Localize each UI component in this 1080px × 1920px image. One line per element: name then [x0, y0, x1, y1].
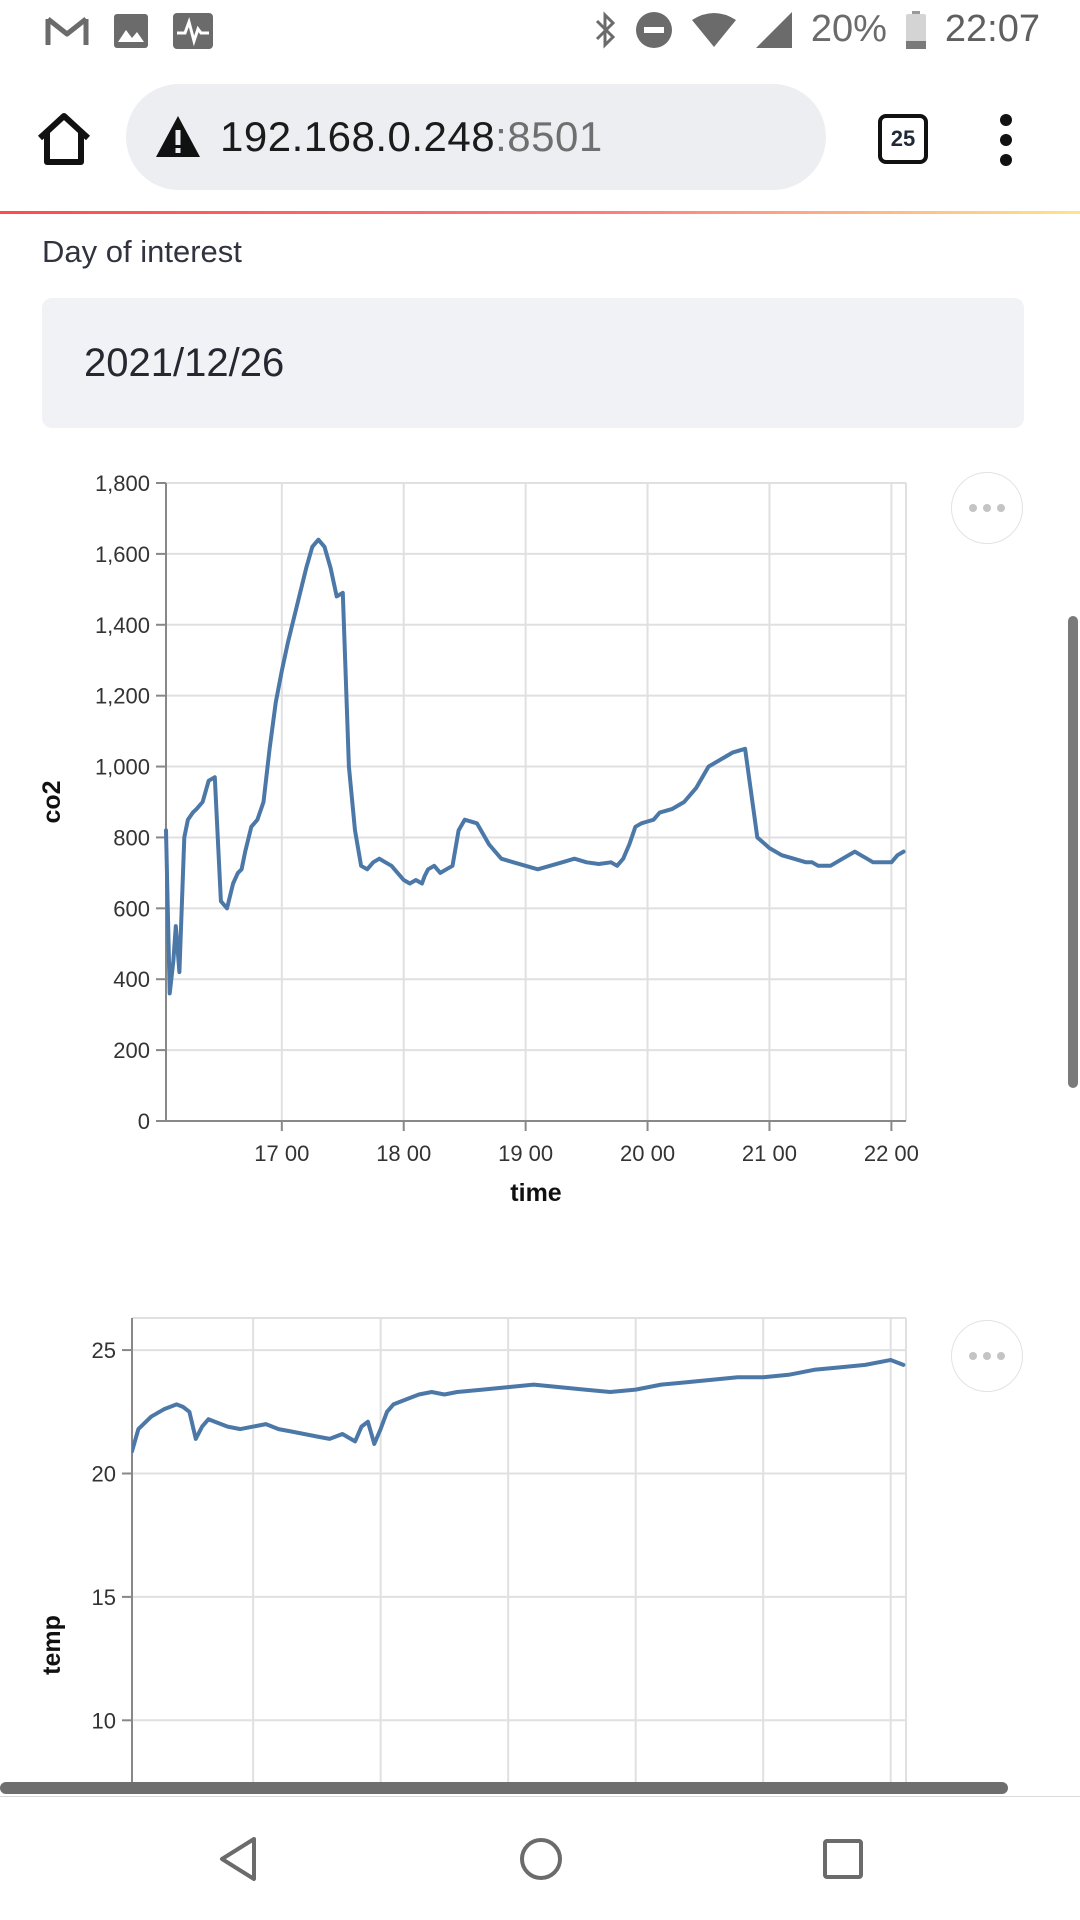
temp-chart-menu-button[interactable]	[951, 1320, 1023, 1392]
home-icon[interactable]	[34, 108, 94, 168]
date-input-value: 2021/12/26	[84, 340, 285, 385]
temp-chart: 10 15 20 25 temp	[0, 1300, 960, 1782]
series-line-temp	[132, 1358, 906, 1454]
y-tick-label: 1,800	[95, 471, 150, 496]
back-icon[interactable]	[214, 1834, 264, 1884]
recent-apps-icon[interactable]	[818, 1834, 868, 1884]
wifi-icon	[691, 12, 736, 47]
temp-chart-svg: 10 15 20 25 temp	[38, 1317, 907, 1782]
y-tick-label: 1,400	[95, 613, 150, 638]
tab-switcher-button[interactable]: 25	[878, 114, 928, 164]
url-port: :8501	[495, 113, 603, 160]
home-nav-icon[interactable]	[516, 1834, 566, 1884]
url-host: 192.168.0.248	[220, 113, 496, 160]
y-tick-label: 10	[92, 1708, 116, 1733]
y-tick-label: 1,600	[95, 542, 150, 567]
not-secure-warning-icon[interactable]	[154, 113, 202, 161]
y-tick-label: 200	[113, 1038, 150, 1063]
overflow-menu-icon[interactable]	[996, 110, 1016, 170]
y-tick-label: 1,200	[95, 684, 150, 709]
activity-icon	[173, 13, 213, 49]
vertical-scrollbar[interactable]	[1068, 616, 1078, 1088]
url-text[interactable]: 192.168.0.248:8501	[220, 113, 603, 161]
series-line-co2	[164, 537, 906, 996]
notification-icons	[44, 12, 214, 50]
y-tick-label: 25	[92, 1338, 116, 1363]
x-tick-label: 20 00	[620, 1141, 675, 1166]
bluetooth-icon	[595, 10, 615, 49]
gallery-icon	[114, 14, 148, 48]
x-tick-label: 22 00	[864, 1141, 919, 1166]
battery-percent: 20%	[810, 8, 887, 50]
co2-chart-menu-button[interactable]	[951, 472, 1023, 544]
y-tick-label: 800	[113, 825, 150, 850]
browser-toolbar: 192.168.0.248:8501 25	[0, 64, 1080, 212]
y-tick-label: 15	[92, 1585, 116, 1610]
y-axis-title: co2	[38, 780, 66, 823]
x-axis-title: time	[510, 1179, 562, 1207]
x-tick-label: 19 00	[498, 1141, 553, 1166]
do-not-disturb-icon	[635, 11, 672, 48]
y-tick-label: 0	[138, 1109, 150, 1134]
x-tick-label: 21 00	[742, 1141, 797, 1166]
x-tick-label: 17 00	[254, 1141, 309, 1166]
y-tick-label: 1,000	[95, 755, 150, 780]
header-accent-line	[0, 211, 1080, 214]
co2-chart-svg: 0 200 400 600 800 1,000 1,200 1,400 1,600 1,800 17…	[38, 471, 919, 1207]
gmail-icon	[45, 17, 89, 45]
system-navigation-bar	[0, 1798, 1080, 1920]
system-status: 20% 22:07	[593, 8, 1040, 51]
y-axis-title: temp	[38, 1615, 66, 1675]
battery-icon	[905, 10, 926, 49]
co2-chart: 0 200 400 600 800 1,000 1,200 1,400 1,600 1,800 17…	[0, 460, 960, 1220]
y-tick-label: 20	[92, 1461, 116, 1486]
y-tick-label: 400	[113, 967, 150, 992]
y-tick-label: 600	[113, 896, 150, 921]
nav-divider	[0, 1796, 1080, 1797]
tab-count: 25	[890, 126, 916, 151]
date-input[interactable]: 2021/12/26	[42, 298, 1024, 428]
address-bar[interactable]: 192.168.0.248:8501	[126, 84, 826, 190]
date-input-label: Day of interest	[42, 234, 242, 269]
horizontal-scrollbar[interactable]	[0, 1782, 1008, 1794]
x-tick-label: 18 00	[376, 1141, 431, 1166]
status-bar: 20% 22:07	[0, 0, 1080, 64]
cell-signal-icon	[755, 11, 792, 48]
clock: 22:07	[944, 8, 1040, 50]
